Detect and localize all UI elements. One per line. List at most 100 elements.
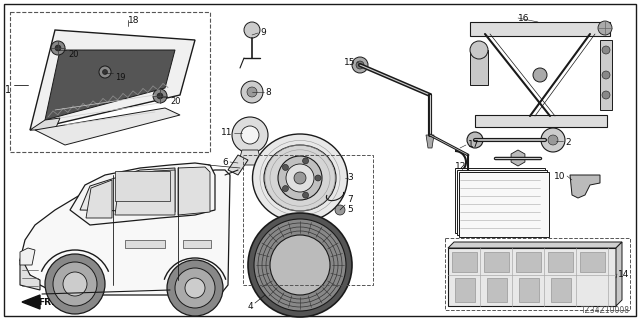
Text: 5: 5 <box>347 205 353 214</box>
Polygon shape <box>570 175 600 198</box>
Circle shape <box>470 41 488 59</box>
Circle shape <box>282 164 289 171</box>
Circle shape <box>53 262 97 306</box>
Circle shape <box>99 66 111 78</box>
Bar <box>580 252 605 272</box>
Circle shape <box>185 278 205 298</box>
Bar <box>551 278 571 302</box>
Circle shape <box>315 175 321 181</box>
Circle shape <box>241 81 263 103</box>
Circle shape <box>533 68 547 82</box>
Bar <box>445 238 630 310</box>
Polygon shape <box>80 168 175 212</box>
Polygon shape <box>448 242 622 248</box>
Circle shape <box>303 192 308 198</box>
Bar <box>470 22 610 36</box>
Ellipse shape <box>264 145 336 211</box>
Circle shape <box>51 41 65 55</box>
Text: 10: 10 <box>554 172 565 181</box>
Polygon shape <box>30 118 60 130</box>
Circle shape <box>286 164 314 192</box>
Circle shape <box>282 186 289 192</box>
Bar <box>455 168 545 233</box>
Ellipse shape <box>253 134 348 222</box>
Polygon shape <box>20 248 35 265</box>
Bar <box>183 240 211 248</box>
Circle shape <box>175 268 215 308</box>
Circle shape <box>167 260 223 316</box>
Text: 17: 17 <box>468 140 479 149</box>
Bar <box>10 12 210 152</box>
Text: 18: 18 <box>128 16 140 25</box>
Bar <box>455 278 475 302</box>
Circle shape <box>548 135 558 145</box>
Bar <box>484 252 509 272</box>
Polygon shape <box>178 167 210 215</box>
Circle shape <box>335 205 345 215</box>
Bar <box>470 50 488 85</box>
Bar <box>475 115 607 127</box>
Text: 3: 3 <box>347 173 353 182</box>
Circle shape <box>467 132 483 148</box>
Bar <box>448 248 616 306</box>
Polygon shape <box>238 150 262 165</box>
Circle shape <box>598 21 612 35</box>
Text: 7: 7 <box>347 195 353 204</box>
Text: 8: 8 <box>265 88 271 97</box>
Circle shape <box>352 57 368 73</box>
Bar <box>452 252 477 272</box>
Circle shape <box>541 128 565 152</box>
Circle shape <box>102 69 108 75</box>
Text: 16: 16 <box>518 14 529 23</box>
Bar <box>516 252 541 272</box>
Polygon shape <box>30 30 195 130</box>
Circle shape <box>247 87 257 97</box>
Circle shape <box>254 219 346 311</box>
Text: 20: 20 <box>68 50 79 59</box>
Circle shape <box>602 91 610 99</box>
Circle shape <box>241 126 259 144</box>
Bar <box>487 278 507 302</box>
Circle shape <box>248 213 352 317</box>
Text: 6: 6 <box>222 158 228 167</box>
Circle shape <box>270 235 330 295</box>
Bar <box>125 240 165 248</box>
Circle shape <box>356 61 364 69</box>
Polygon shape <box>20 170 230 295</box>
Text: 11: 11 <box>221 128 232 137</box>
Circle shape <box>602 71 610 79</box>
Bar <box>519 278 539 302</box>
Polygon shape <box>35 108 180 145</box>
Polygon shape <box>115 170 175 215</box>
Bar <box>459 172 549 237</box>
Circle shape <box>63 272 87 296</box>
Circle shape <box>294 172 306 184</box>
Circle shape <box>244 22 260 38</box>
Circle shape <box>602 46 610 54</box>
Text: 19: 19 <box>115 73 125 82</box>
Circle shape <box>45 254 105 314</box>
Bar <box>457 170 547 235</box>
Bar <box>600 40 612 110</box>
Text: 2: 2 <box>565 138 571 147</box>
Bar <box>115 171 170 201</box>
Circle shape <box>278 156 322 200</box>
Bar <box>548 252 573 272</box>
Polygon shape <box>20 260 40 290</box>
Polygon shape <box>86 180 112 218</box>
Text: 1: 1 <box>5 85 11 95</box>
Polygon shape <box>426 135 434 148</box>
Circle shape <box>153 89 167 103</box>
Circle shape <box>303 158 308 164</box>
Circle shape <box>55 45 61 51</box>
Polygon shape <box>22 295 40 309</box>
Polygon shape <box>70 163 215 225</box>
Text: 15: 15 <box>344 58 355 67</box>
Bar <box>243 155 373 285</box>
Circle shape <box>232 117 268 153</box>
Text: 12: 12 <box>455 162 467 171</box>
Polygon shape <box>228 155 248 175</box>
Text: 14: 14 <box>618 270 629 279</box>
Text: TZ34Z10008: TZ34Z10008 <box>581 306 630 315</box>
Circle shape <box>157 93 163 99</box>
